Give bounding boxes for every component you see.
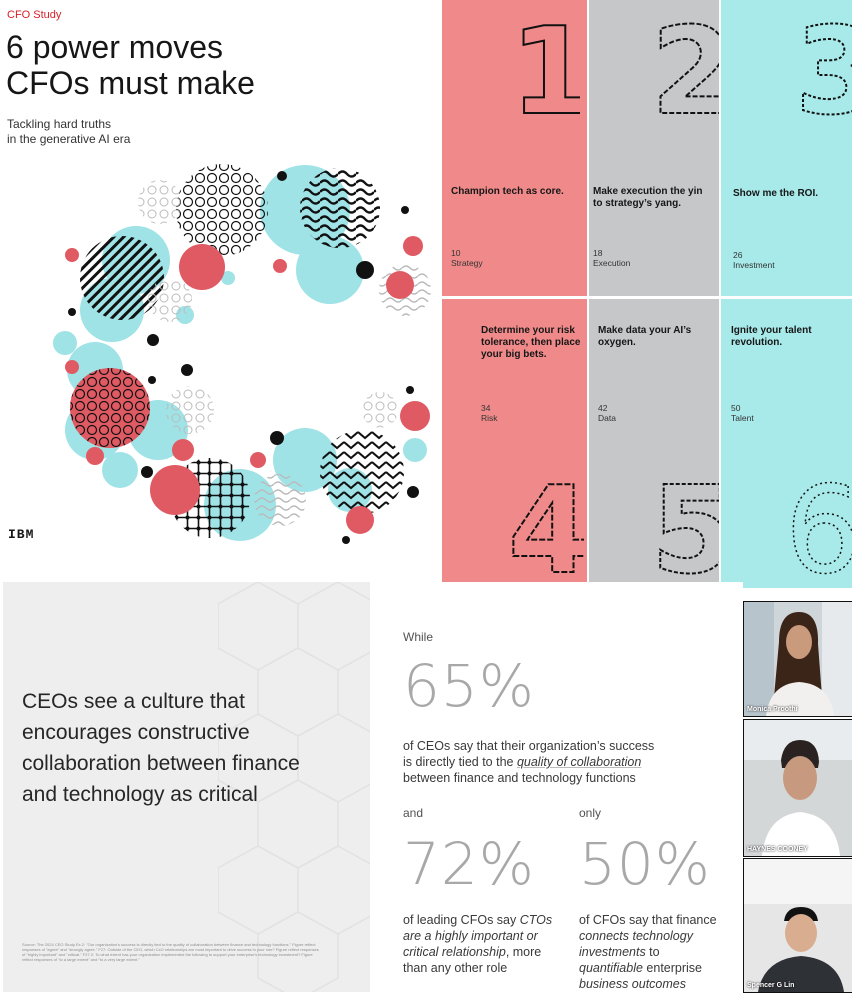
participant-name: Spencer G Lin xyxy=(747,982,795,989)
cover-title-line1: 6 power moves xyxy=(6,29,223,65)
svg-text:5: 5 xyxy=(651,477,719,577)
svg-text:4: 4 xyxy=(508,477,584,577)
move-card-5[interactable]: Make data your AI’s oxygen. 42 Data 5 xyxy=(589,299,719,588)
cover-title-line2: CFOs must make xyxy=(6,65,255,101)
move-page: 26 Investment xyxy=(733,250,775,270)
cover-subtitle-line1: Tackling hard truths xyxy=(7,117,112,131)
svg-text:6: 6 xyxy=(785,477,852,577)
numeral-1-graphic: 1 xyxy=(509,18,580,118)
numeral-5-graphic: 5 xyxy=(650,477,719,577)
label-only: only xyxy=(579,806,602,820)
participant-video-tile[interactable]: Spencer G Lin xyxy=(743,858,852,993)
slide-headline: CEOs see a culture that encourages const… xyxy=(22,690,300,806)
move-statement: Make execution the yin to strategy’s yan… xyxy=(593,186,703,209)
participant-name: HAYNES COONEY xyxy=(747,846,808,853)
participant-name: Monica Proothi xyxy=(747,706,798,713)
cover-subtitle-line2: in the generative AI era xyxy=(7,132,131,146)
numeral-6-graphic: 6 xyxy=(784,477,852,577)
stat-72-description: of leading CFOs say CTOs are a highly im… xyxy=(403,913,553,975)
slide-statistics: While 65% of CEOs say that their organiz… xyxy=(371,582,743,992)
cover-kicker: CFO Study xyxy=(7,9,62,21)
move-statement: Make data your AI’s oxygen. xyxy=(598,325,692,348)
cover-subtitle: Tackling hard truths in the generative A… xyxy=(7,117,130,147)
stat-72-percent: 72% xyxy=(403,830,535,898)
move-card-6[interactable]: Ignite your talent revolution. 50 Talent … xyxy=(721,299,852,588)
numeral-2-graphic: 2 xyxy=(650,18,719,118)
participant-video-tile[interactable]: HAYNES COONEY xyxy=(743,719,852,857)
svg-text:2: 2 xyxy=(651,18,719,118)
move-statement: Champion tech as core. xyxy=(451,186,564,197)
circle-pattern-illustration xyxy=(53,164,431,544)
move-page: 42 Data xyxy=(598,403,616,423)
move-page: 34 Risk xyxy=(481,403,498,423)
hexagon-background-pattern xyxy=(218,582,370,992)
stat-65-percent: 65% xyxy=(403,652,535,720)
move-card-3[interactable]: 3 Show me the ROI. 26 Investment xyxy=(721,0,852,296)
move-card-4[interactable]: Determine your risk tolerance, then plac… xyxy=(442,299,587,588)
move-statement: Ignite your talent revolution. xyxy=(731,325,812,348)
label-and: and xyxy=(403,806,424,820)
six-moves-grid: 1 Champion tech as core. 10 Strategy 2 Ma… xyxy=(442,0,852,588)
numeral-3-graphic: 3 xyxy=(794,18,852,118)
stat-50-description: of CFOs say that finance connects techno… xyxy=(579,913,717,991)
move-card-1[interactable]: 1 Champion tech as core. 10 Strategy xyxy=(442,0,587,296)
move-page: 10 Strategy xyxy=(451,248,483,268)
slide-culture: CEOs see a culture that encourages const… xyxy=(3,582,370,992)
svg-text:1: 1 xyxy=(510,18,580,118)
move-statement: Show me the ROI. xyxy=(733,188,819,199)
ibm-logo: IBM xyxy=(8,527,35,542)
report-cover: CFO Study 6 power moves CFOs must make T… xyxy=(0,0,440,578)
participant-video-frame xyxy=(744,602,852,716)
move-page: 50 Talent xyxy=(731,403,754,423)
label-while: While xyxy=(403,630,434,644)
participant-video-frame xyxy=(744,720,852,856)
cover-title: 6 power moves CFOs must make xyxy=(6,29,255,101)
stat-50-percent: 50% xyxy=(579,830,711,898)
participant-video-tile[interactable]: Monica Proothi xyxy=(743,601,852,717)
move-card-2[interactable]: 2 Make execution the yin to strategy’s y… xyxy=(589,0,719,296)
move-page: 18 Execution xyxy=(593,248,631,268)
svg-text:3: 3 xyxy=(795,18,852,118)
move-statement: Determine your risk tolerance, then plac… xyxy=(481,325,581,360)
stat-65-description: of CEOs say that their organization’s su… xyxy=(403,739,655,785)
numeral-4-graphic: 4 xyxy=(507,477,584,577)
slide-source-note: Source: The 2024 CEO Study Ex.2: "Our or… xyxy=(22,942,319,962)
participant-video-frame xyxy=(744,859,852,992)
